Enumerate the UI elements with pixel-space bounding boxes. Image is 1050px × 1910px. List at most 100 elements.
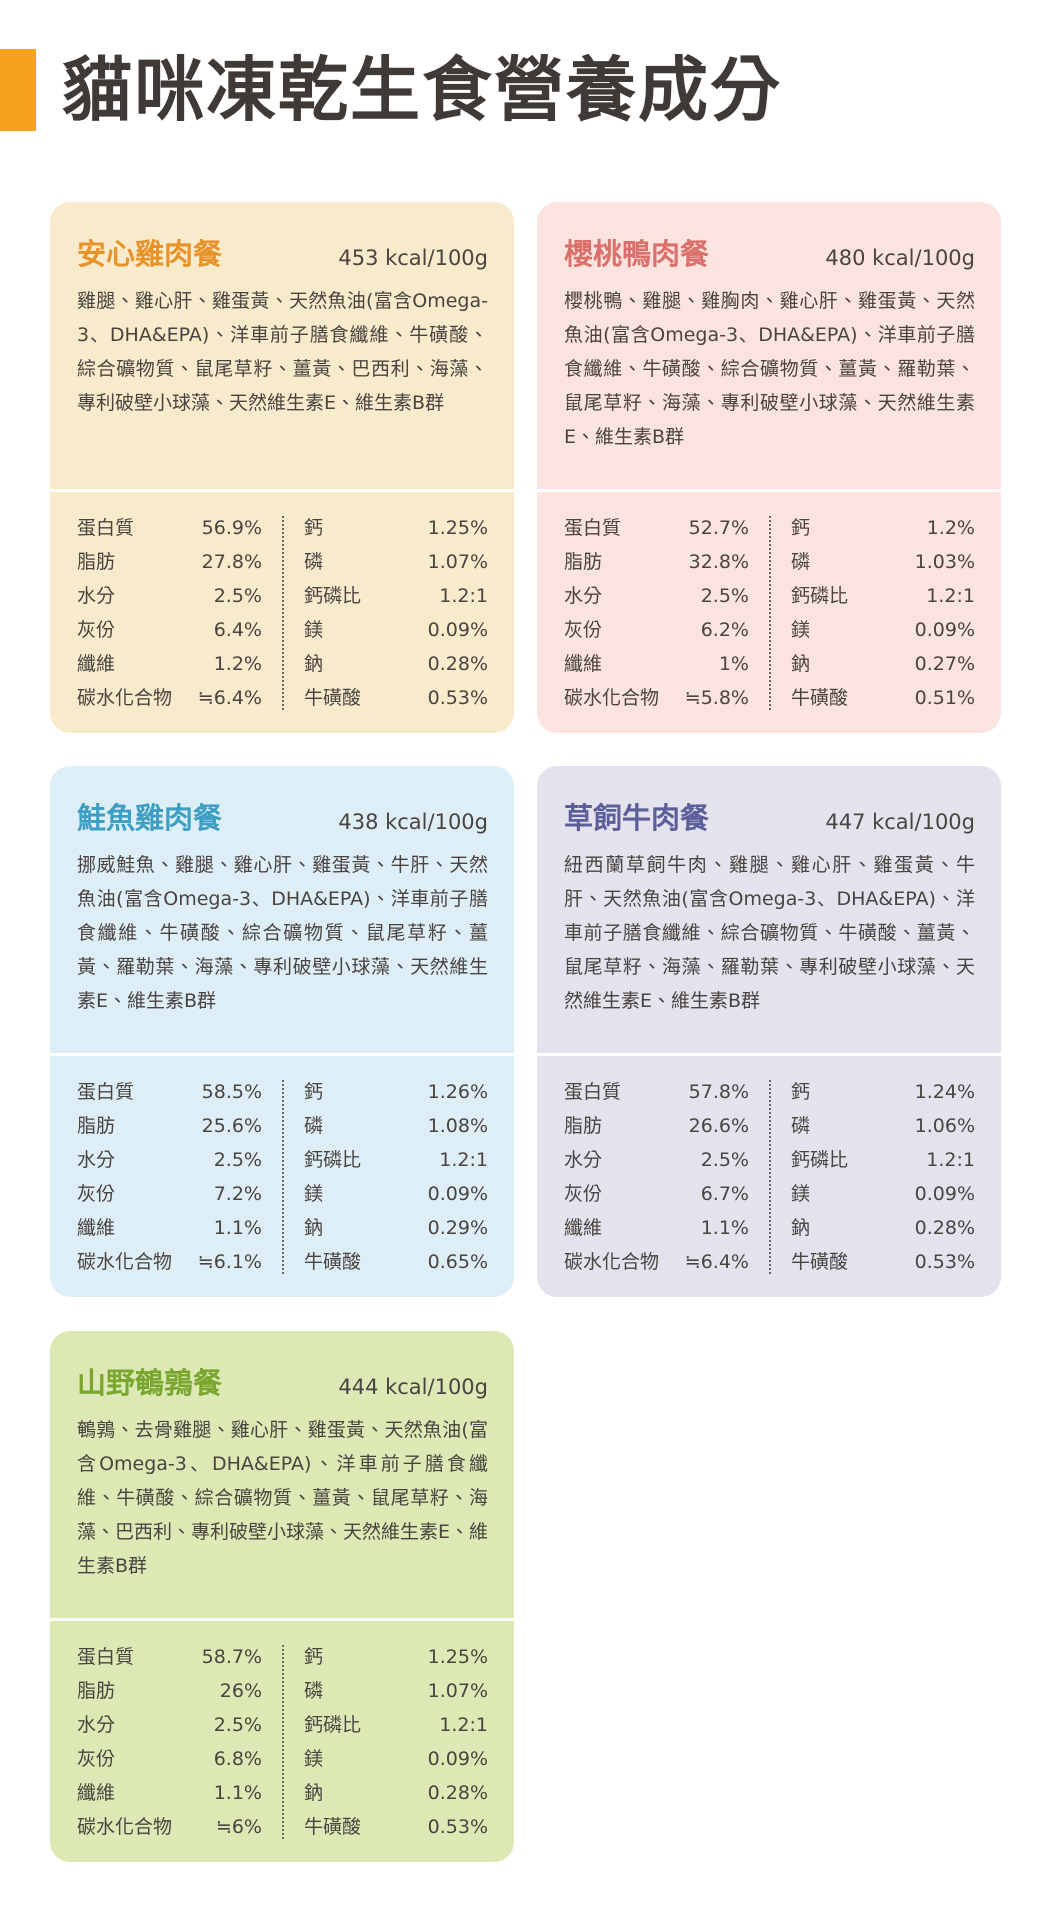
nutrient-row: 牛磺酸 0.53% bbox=[304, 681, 488, 715]
nutrient-label: 牛磺酸 bbox=[304, 1251, 362, 1273]
nutrient-row: 蛋白質 58.5% bbox=[77, 1075, 262, 1109]
nutrient-row: 鎂 0.09% bbox=[791, 613, 975, 647]
nutrient-row: 鈉 0.28% bbox=[304, 1776, 488, 1810]
nutrient-label: 脂肪 bbox=[564, 551, 603, 573]
nutrient-row: 碳水化合物 ≒6.1% bbox=[77, 1245, 262, 1279]
nutrient-row: 磷 1.08% bbox=[304, 1109, 488, 1143]
divider bbox=[537, 1053, 1001, 1056]
nutrient-row: 鈉 0.28% bbox=[791, 1211, 975, 1245]
nutrient-row: 蛋白質 58.7% bbox=[77, 1640, 262, 1674]
nutrient-label: 灰份 bbox=[77, 1183, 116, 1205]
nutrient-column: 鈣 1.25% 磷 1.07% 鈣磷比 1.2:1 鎂 0.09% 鈉 0.28% 牛磺酸 0.53% bbox=[304, 1640, 488, 1844]
nutrient-label: 水分 bbox=[77, 585, 116, 607]
nutrient-row: 纖維 1.1% bbox=[77, 1211, 262, 1245]
nutrient-value: 52.7% bbox=[688, 517, 749, 539]
nutrient-label: 蛋白質 bbox=[77, 1081, 135, 1103]
nutrient-value: 0.09% bbox=[427, 619, 488, 641]
nutrient-value: 1.24% bbox=[914, 1081, 975, 1103]
nutrition-card: 安心雞肉餐 453 kcal/100g 雞腿、雞心肝、雞蛋黃、天然魚油(富含Omeg… bbox=[50, 202, 514, 733]
nutrient-label: 蛋白質 bbox=[564, 1081, 622, 1103]
nutrient-value: ≒5.8% bbox=[684, 687, 749, 709]
nutrient-row: 纖維 1.1% bbox=[564, 1211, 749, 1245]
nutrient-row: 鈣磷比 1.2:1 bbox=[304, 1708, 488, 1742]
nutrient-label: 鈉 bbox=[304, 653, 324, 675]
nutrient-label: 灰份 bbox=[77, 619, 116, 641]
nutrient-row: 灰份 6.8% bbox=[77, 1742, 262, 1776]
nutrient-value: 6.4% bbox=[213, 619, 262, 641]
ingredients: 雞腿、雞心肝、雞蛋黃、天然魚油(富含Omega-3、DHA&EPA)、洋車前子膳… bbox=[77, 290, 488, 414]
nutrient-row: 鎂 0.09% bbox=[304, 1177, 488, 1211]
nutrient-value: 56.9% bbox=[201, 517, 262, 539]
nutrient-label: 碳水化合物 bbox=[77, 687, 173, 709]
nutrient-label: 水分 bbox=[564, 585, 603, 607]
nutrient-value: 2.5% bbox=[700, 585, 749, 607]
nutrient-value: 1.2:1 bbox=[926, 585, 975, 607]
ingredients: 櫻桃鴨、雞腿、雞胸肉、雞心肝、雞蛋黃、天然魚油(富含Omega-3、DHA&EP… bbox=[564, 290, 975, 448]
nutrient-value: 1.2% bbox=[213, 653, 262, 675]
nutrient-value: 1.1% bbox=[700, 1217, 749, 1239]
card-header: 鮭魚雞肉餐 438 kcal/100g bbox=[77, 796, 488, 840]
nutrient-value: 0.53% bbox=[427, 1816, 488, 1838]
nutrient-value: 1% bbox=[718, 653, 749, 675]
column-separator bbox=[282, 1645, 284, 1839]
nutrient-label: 灰份 bbox=[77, 1748, 116, 1770]
divider bbox=[50, 1618, 514, 1621]
nutrient-row: 鈣磷比 1.2:1 bbox=[791, 1143, 975, 1177]
nutrient-row: 水分 2.5% bbox=[77, 1143, 262, 1177]
nutrient-label: 鈉 bbox=[791, 1217, 811, 1239]
nutrition-card: 山野鵪鶉餐 444 kcal/100g 鵪鶉、去骨雞腿、雞心肝、雞蛋黃、天然魚油(富… bbox=[50, 1331, 514, 1862]
nutrition-card: 櫻桃鴨肉餐 480 kcal/100g 櫻桃鴨、雞腿、雞胸肉、雞心肝、雞蛋黃、天然魚… bbox=[537, 202, 1001, 733]
nutrient-row: 蛋白質 52.7% bbox=[564, 511, 749, 545]
nutrient-value: 57.8% bbox=[688, 1081, 749, 1103]
nutrient-label: 水分 bbox=[77, 1149, 116, 1171]
nutrient-label: 鎂 bbox=[304, 1748, 324, 1770]
nutrient-value: 0.53% bbox=[914, 1251, 975, 1273]
nutrient-row: 鈉 0.27% bbox=[791, 647, 975, 681]
product-name: 安心雞肉餐 bbox=[77, 237, 223, 271]
nutrient-column: 蛋白質 58.5% 脂肪 25.6% 水分 2.5% 灰份 7.2% 纖維 1.1% 碳水化合物 ≒6… bbox=[77, 1075, 262, 1279]
nutrient-row: 脂肪 26% bbox=[77, 1674, 262, 1708]
nutrient-column: 蛋白質 58.7% 脂肪 26% 水分 2.5% 灰份 6.8% 纖維 1.1% 碳水化合物 ≒6% bbox=[77, 1640, 262, 1844]
nutrition-card: 鮭魚雞肉餐 438 kcal/100g 挪威鮭魚、雞腿、雞心肝、雞蛋黃、牛肝、天然魚… bbox=[50, 766, 514, 1297]
nutrient-row: 鈣 1.2% bbox=[791, 511, 975, 545]
nutrient-value: 1.26% bbox=[427, 1081, 488, 1103]
nutrient-label: 鎂 bbox=[791, 619, 811, 641]
nutrient-row: 碳水化合物 ≒5.8% bbox=[564, 681, 749, 715]
nutrient-value: 0.28% bbox=[914, 1217, 975, 1239]
nutrient-column: 鈣 1.26% 磷 1.08% 鈣磷比 1.2:1 鎂 0.09% 鈉 0.29% 牛磺酸 0.65% bbox=[304, 1075, 488, 1279]
nutrient-value: 58.7% bbox=[201, 1646, 262, 1668]
nutrient-label: 脂肪 bbox=[564, 1115, 603, 1137]
divider bbox=[50, 489, 514, 492]
nutrient-label: 灰份 bbox=[564, 619, 603, 641]
nutrient-label: 鈉 bbox=[304, 1217, 324, 1239]
card-header: 草飼牛肉餐 447 kcal/100g bbox=[564, 796, 975, 840]
column-separator bbox=[769, 1080, 771, 1274]
nutrient-label: 鈣 bbox=[791, 1081, 811, 1103]
nutrient-label: 磷 bbox=[304, 1680, 324, 1702]
nutrient-row: 磷 1.07% bbox=[304, 1674, 488, 1708]
nutrient-label: 脂肪 bbox=[77, 1115, 116, 1137]
nutrient-label: 脂肪 bbox=[77, 1680, 116, 1702]
nutrient-value: 1.2% bbox=[926, 517, 975, 539]
nutrient-label: 鈣磷比 bbox=[304, 1714, 362, 1736]
nutrient-value: 0.53% bbox=[427, 687, 488, 709]
nutrient-value: 0.09% bbox=[427, 1183, 488, 1205]
nutrient-label: 磷 bbox=[304, 551, 324, 573]
nutrient-column: 蛋白質 52.7% 脂肪 32.8% 水分 2.5% 灰份 6.2% 纖維 1% 碳水化合物 ≒5.8… bbox=[564, 511, 749, 715]
nutrient-label: 牛磺酸 bbox=[304, 1816, 362, 1838]
calories: 453 kcal/100g bbox=[338, 246, 488, 270]
column-separator bbox=[282, 1080, 284, 1274]
nutrient-label: 鎂 bbox=[791, 1183, 811, 1205]
nutrient-row: 纖維 1.2% bbox=[77, 647, 262, 681]
ingredients: 挪威鮭魚、雞腿、雞心肝、雞蛋黃、牛肝、天然魚油(富含Omega-3、DHA&EP… bbox=[77, 854, 488, 1012]
nutrient-row: 脂肪 27.8% bbox=[77, 545, 262, 579]
nutrient-row: 纖維 1.1% bbox=[77, 1776, 262, 1810]
nutrient-value: 1.06% bbox=[914, 1115, 975, 1137]
nutrient-row: 鈉 0.28% bbox=[304, 647, 488, 681]
nutrient-label: 鈣 bbox=[304, 517, 324, 539]
nutrient-row: 磷 1.03% bbox=[791, 545, 975, 579]
nutrient-label: 纖維 bbox=[564, 653, 603, 675]
nutrient-row: 水分 2.5% bbox=[564, 1143, 749, 1177]
nutrient-row: 灰份 6.4% bbox=[77, 613, 262, 647]
